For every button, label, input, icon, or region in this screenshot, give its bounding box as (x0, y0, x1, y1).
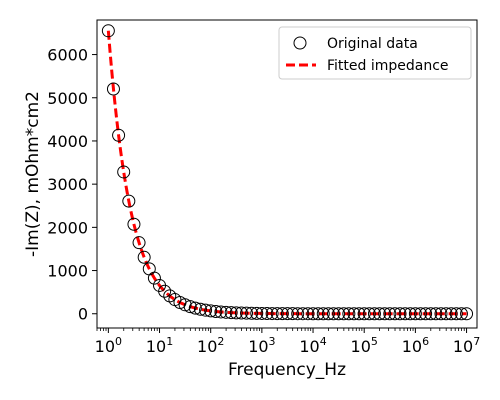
x-tick-label: 106 (402, 335, 429, 356)
y-tick-label: 0 (78, 305, 88, 324)
legend-label-fitted-impedance: Fitted impedance (327, 58, 449, 74)
x-tick-label: 100 (95, 335, 122, 356)
y-tick-label: 2000 (47, 218, 88, 237)
y-tick-label: 3000 (47, 175, 88, 194)
x-axis-label: Frequency_Hz (228, 360, 346, 380)
y-tick-label: 4000 (47, 132, 88, 151)
legend: Original data Fitted impedance (279, 27, 471, 79)
x-axis: 100 101 102 103 104 105 106 107 (95, 328, 481, 356)
x-tick-label: 102 (197, 335, 224, 356)
legend-label-original-data: Original data (327, 36, 418, 52)
x-tick-label: 104 (299, 335, 326, 356)
y-axis: 0 1000 2000 3000 4000 5000 6000 (47, 46, 97, 324)
x-tick-label: 107 (453, 335, 480, 356)
x-tick-label: 105 (351, 335, 378, 356)
y-tick-label: 1000 (47, 262, 88, 281)
x-tick-label: 101 (146, 335, 173, 356)
y-tick-label: 5000 (47, 89, 88, 108)
y-tick-label: 6000 (47, 46, 88, 65)
y-axis-label: -Im(Z), mOhm*cm2 (23, 91, 43, 257)
x-tick-label: 103 (248, 335, 275, 356)
